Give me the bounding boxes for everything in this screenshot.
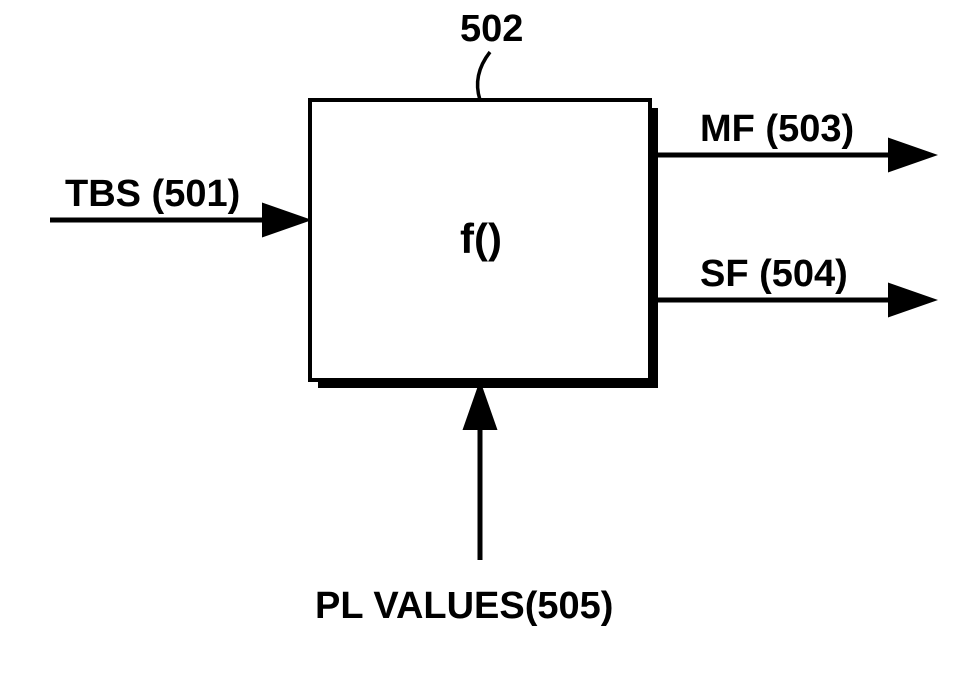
block-function-label: f() [460, 215, 502, 263]
diagram-svg [0, 0, 969, 673]
tbs-label: TBS (501) [65, 173, 240, 216]
block-number-label: 502 [460, 8, 523, 51]
mf-label: MF (503) [700, 108, 854, 151]
block-diagram: 502 f() TBS (501) MF (503) SF (504) PL V… [0, 0, 969, 673]
sf-label: SF (504) [700, 253, 848, 296]
pl-values-label: PL VALUES(505) [315, 585, 613, 628]
callout-curve [478, 52, 490, 100]
